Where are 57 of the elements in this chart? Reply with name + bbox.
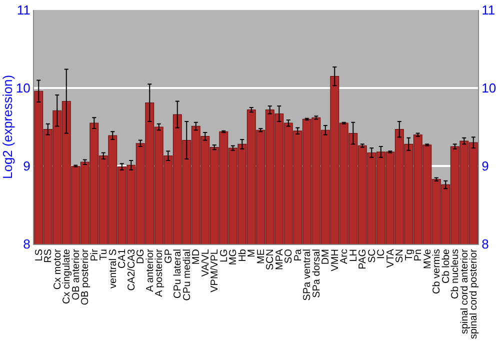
x-tick-label: CPu lateral: [172, 249, 184, 298]
x-tick-label: SPa dorsal: [311, 249, 322, 298]
x-tick-label: MD: [191, 249, 202, 265]
x-tick-label: OB posterior: [80, 248, 92, 306]
x-tick-label: Hb: [237, 248, 248, 262]
x-tick-label: Pa: [292, 248, 304, 262]
x-tick-label: Cb lobe: [440, 248, 452, 284]
x-tick-label: M: [246, 249, 258, 258]
y-tick-label: 10: [16, 80, 30, 96]
x-tick-label: OB anterior: [70, 248, 82, 300]
y2-tick-label: 9: [482, 158, 489, 174]
x-tick-label: VPM/VPL: [210, 248, 221, 292]
x-tick-label: DG: [136, 248, 147, 264]
y2-tick-label: 11: [482, 2, 496, 18]
x-tick-label: VA/VL: [200, 248, 212, 277]
x-tick-label: GP: [163, 248, 174, 264]
x-tick-label: SCN: [265, 249, 276, 270]
x-tick-label: A anterior: [144, 248, 156, 292]
x-tick-label: Tg: [404, 249, 415, 261]
x-tick-label: Tu: [98, 249, 110, 260]
x-tick-label: IC: [376, 249, 388, 259]
y-tick-label: 11: [16, 2, 30, 18]
x-tick-label: Cb vermis: [432, 249, 443, 294]
x-tick-label: SO: [284, 248, 295, 264]
x-tick-label: DM: [320, 249, 332, 265]
x-tick-label: Arc: [339, 249, 350, 264]
x-tick-label: MVe: [422, 248, 434, 270]
x-tick-label: Cx cingulate: [62, 248, 73, 304]
x-tick-label: LG: [218, 248, 230, 262]
y-axis-title: Log2 (expression): [0, 74, 15, 180]
x-tick-label: SPa ventral: [302, 249, 314, 301]
x-tick-label: Pn: [413, 249, 424, 262]
x-tick-label: PAG: [358, 248, 369, 270]
x-tick-label: LH: [348, 249, 360, 262]
x-tick-label: spinal cord anterior: [459, 248, 470, 334]
x-tick-label: LS: [34, 248, 45, 262]
x-tick-label: CA1: [117, 248, 128, 268]
x-tick-label: VTA: [385, 248, 396, 268]
y-tick-label: 8: [23, 236, 30, 252]
y2-tick-label: 10: [482, 80, 496, 96]
x-tick-label: VMH: [330, 249, 341, 272]
y-tick-label: 9: [23, 158, 30, 174]
x-tick-label: Pir: [89, 248, 100, 262]
x-tick-label: A posterior: [154, 248, 166, 297]
x-tick-label: Cb nucleus: [450, 249, 462, 300]
x-tick-label: ME: [256, 248, 267, 264]
x-tick-label: RS: [43, 248, 54, 263]
x-tick-label: MPA: [274, 248, 286, 270]
y2-tick-label: 8: [482, 236, 489, 252]
x-tick-label: CA2/CA3: [126, 248, 138, 291]
x-tick-label: spinal cord posterior: [468, 248, 480, 340]
x-tick-label: SN: [394, 249, 406, 263]
x-tick-label: MG: [228, 248, 240, 266]
x-tick-label: Cx motor: [52, 248, 64, 290]
x-tick-label: ventral S: [108, 248, 119, 288]
x-tick-label: CPu medial: [182, 249, 193, 301]
x-tick-label: SC: [366, 249, 378, 263]
